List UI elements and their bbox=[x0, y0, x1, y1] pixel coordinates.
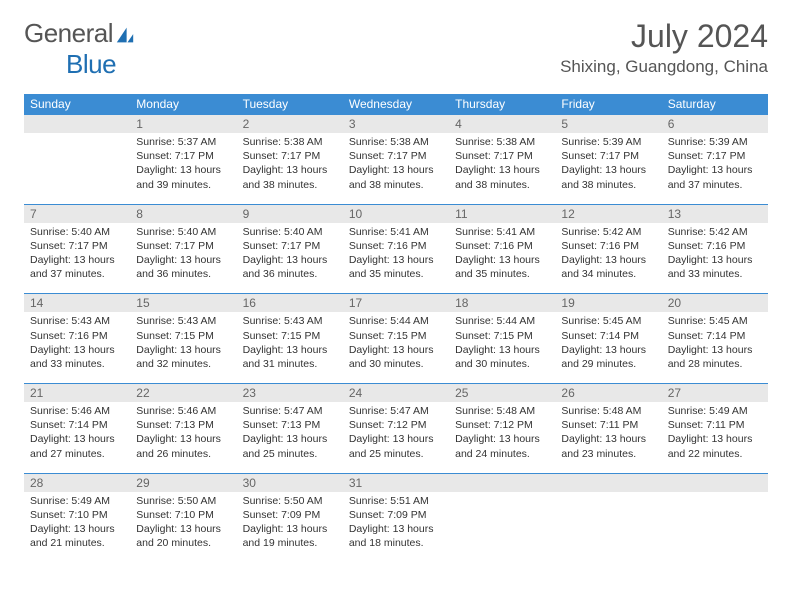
day-content-cell: Sunrise: 5:43 AM Sunset: 7:15 PM Dayligh… bbox=[237, 312, 343, 383]
brand-text-2: Blue bbox=[66, 49, 116, 79]
day-number-cell: 27 bbox=[662, 384, 768, 403]
day-number-cell: 23 bbox=[237, 384, 343, 403]
day-content-cell: Sunrise: 5:39 AM Sunset: 7:17 PM Dayligh… bbox=[662, 133, 768, 204]
day-number-cell: 11 bbox=[449, 204, 555, 223]
day-number-row: 78910111213 bbox=[24, 204, 768, 223]
day-number-cell: 20 bbox=[662, 294, 768, 313]
day-content-cell bbox=[24, 133, 130, 204]
day-content-cell: Sunrise: 5:46 AM Sunset: 7:13 PM Dayligh… bbox=[130, 402, 236, 473]
day-content-cell: Sunrise: 5:42 AM Sunset: 7:16 PM Dayligh… bbox=[555, 223, 661, 294]
day-number-cell bbox=[555, 473, 661, 492]
day-number-cell: 26 bbox=[555, 384, 661, 403]
day-content-cell: Sunrise: 5:51 AM Sunset: 7:09 PM Dayligh… bbox=[343, 492, 449, 563]
day-number-cell: 21 bbox=[24, 384, 130, 403]
day-content-cell: Sunrise: 5:47 AM Sunset: 7:13 PM Dayligh… bbox=[237, 402, 343, 473]
month-title: July 2024 bbox=[560, 18, 768, 55]
day-number-cell: 8 bbox=[130, 204, 236, 223]
day-number-cell: 14 bbox=[24, 294, 130, 313]
day-number-cell: 6 bbox=[662, 115, 768, 134]
weekday-header: Monday bbox=[130, 94, 236, 115]
day-content-cell: Sunrise: 5:40 AM Sunset: 7:17 PM Dayligh… bbox=[237, 223, 343, 294]
day-number-cell: 18 bbox=[449, 294, 555, 313]
day-content-row: Sunrise: 5:43 AM Sunset: 7:16 PM Dayligh… bbox=[24, 312, 768, 383]
day-content-cell: Sunrise: 5:44 AM Sunset: 7:15 PM Dayligh… bbox=[449, 312, 555, 383]
day-content-cell bbox=[662, 492, 768, 563]
day-content-cell: Sunrise: 5:49 AM Sunset: 7:10 PM Dayligh… bbox=[24, 492, 130, 563]
day-number-cell bbox=[662, 473, 768, 492]
day-number-cell: 1 bbox=[130, 115, 236, 134]
day-number-cell: 9 bbox=[237, 204, 343, 223]
day-content-cell: Sunrise: 5:47 AM Sunset: 7:12 PM Dayligh… bbox=[343, 402, 449, 473]
day-content-cell: Sunrise: 5:45 AM Sunset: 7:14 PM Dayligh… bbox=[662, 312, 768, 383]
day-content-cell: Sunrise: 5:45 AM Sunset: 7:14 PM Dayligh… bbox=[555, 312, 661, 383]
day-content-row: Sunrise: 5:46 AM Sunset: 7:14 PM Dayligh… bbox=[24, 402, 768, 473]
day-number-cell: 13 bbox=[662, 204, 768, 223]
day-number-cell: 16 bbox=[237, 294, 343, 313]
day-content-cell: Sunrise: 5:43 AM Sunset: 7:16 PM Dayligh… bbox=[24, 312, 130, 383]
day-content-row: Sunrise: 5:49 AM Sunset: 7:10 PM Dayligh… bbox=[24, 492, 768, 563]
day-number-cell: 28 bbox=[24, 473, 130, 492]
day-number-cell: 17 bbox=[343, 294, 449, 313]
day-content-row: Sunrise: 5:40 AM Sunset: 7:17 PM Dayligh… bbox=[24, 223, 768, 294]
day-content-cell: Sunrise: 5:50 AM Sunset: 7:10 PM Dayligh… bbox=[130, 492, 236, 563]
day-content-cell: Sunrise: 5:40 AM Sunset: 7:17 PM Dayligh… bbox=[130, 223, 236, 294]
day-content-cell bbox=[555, 492, 661, 563]
day-number-row: 28293031 bbox=[24, 473, 768, 492]
brand-logo: GeneralBlue bbox=[24, 18, 136, 80]
day-content-cell: Sunrise: 5:41 AM Sunset: 7:16 PM Dayligh… bbox=[343, 223, 449, 294]
day-number-cell: 19 bbox=[555, 294, 661, 313]
day-number-row: 123456 bbox=[24, 115, 768, 134]
day-content-cell: Sunrise: 5:44 AM Sunset: 7:15 PM Dayligh… bbox=[343, 312, 449, 383]
calendar-table: Sunday Monday Tuesday Wednesday Thursday… bbox=[24, 94, 768, 562]
day-content-cell: Sunrise: 5:38 AM Sunset: 7:17 PM Dayligh… bbox=[449, 133, 555, 204]
day-number-cell: 29 bbox=[130, 473, 236, 492]
day-number-cell: 22 bbox=[130, 384, 236, 403]
sail-icon bbox=[114, 20, 136, 50]
calendar-body: 123456Sunrise: 5:37 AM Sunset: 7:17 PM D… bbox=[24, 115, 768, 563]
day-content-cell: Sunrise: 5:40 AM Sunset: 7:17 PM Dayligh… bbox=[24, 223, 130, 294]
location-text: Shixing, Guangdong, China bbox=[560, 57, 768, 77]
day-number-cell: 4 bbox=[449, 115, 555, 134]
brand-text-1: General bbox=[24, 18, 113, 48]
day-number-cell: 15 bbox=[130, 294, 236, 313]
day-number-cell bbox=[449, 473, 555, 492]
day-content-cell: Sunrise: 5:42 AM Sunset: 7:16 PM Dayligh… bbox=[662, 223, 768, 294]
day-number-cell bbox=[24, 115, 130, 134]
weekday-header: Thursday bbox=[449, 94, 555, 115]
page-header: GeneralBlue July 2024 Shixing, Guangdong… bbox=[24, 18, 768, 80]
day-number-cell: 24 bbox=[343, 384, 449, 403]
day-content-cell: Sunrise: 5:41 AM Sunset: 7:16 PM Dayligh… bbox=[449, 223, 555, 294]
weekday-header: Wednesday bbox=[343, 94, 449, 115]
day-number-cell: 31 bbox=[343, 473, 449, 492]
day-content-row: Sunrise: 5:37 AM Sunset: 7:17 PM Dayligh… bbox=[24, 133, 768, 204]
day-number-cell: 2 bbox=[237, 115, 343, 134]
weekday-header-row: Sunday Monday Tuesday Wednesday Thursday… bbox=[24, 94, 768, 115]
day-number-cell: 30 bbox=[237, 473, 343, 492]
day-number-cell: 7 bbox=[24, 204, 130, 223]
day-number-cell: 12 bbox=[555, 204, 661, 223]
weekday-header: Sunday bbox=[24, 94, 130, 115]
day-number-row: 21222324252627 bbox=[24, 384, 768, 403]
day-number-cell: 10 bbox=[343, 204, 449, 223]
day-content-cell: Sunrise: 5:48 AM Sunset: 7:11 PM Dayligh… bbox=[555, 402, 661, 473]
day-number-cell: 3 bbox=[343, 115, 449, 134]
day-number-cell: 25 bbox=[449, 384, 555, 403]
day-number-cell: 5 bbox=[555, 115, 661, 134]
weekday-header: Tuesday bbox=[237, 94, 343, 115]
weekday-header: Saturday bbox=[662, 94, 768, 115]
day-content-cell bbox=[449, 492, 555, 563]
day-content-cell: Sunrise: 5:37 AM Sunset: 7:17 PM Dayligh… bbox=[130, 133, 236, 204]
day-content-cell: Sunrise: 5:49 AM Sunset: 7:11 PM Dayligh… bbox=[662, 402, 768, 473]
weekday-header: Friday bbox=[555, 94, 661, 115]
day-content-cell: Sunrise: 5:46 AM Sunset: 7:14 PM Dayligh… bbox=[24, 402, 130, 473]
day-content-cell: Sunrise: 5:38 AM Sunset: 7:17 PM Dayligh… bbox=[237, 133, 343, 204]
day-number-row: 14151617181920 bbox=[24, 294, 768, 313]
title-block: July 2024 Shixing, Guangdong, China bbox=[560, 18, 768, 77]
day-content-cell: Sunrise: 5:38 AM Sunset: 7:17 PM Dayligh… bbox=[343, 133, 449, 204]
day-content-cell: Sunrise: 5:43 AM Sunset: 7:15 PM Dayligh… bbox=[130, 312, 236, 383]
day-content-cell: Sunrise: 5:48 AM Sunset: 7:12 PM Dayligh… bbox=[449, 402, 555, 473]
day-content-cell: Sunrise: 5:39 AM Sunset: 7:17 PM Dayligh… bbox=[555, 133, 661, 204]
day-content-cell: Sunrise: 5:50 AM Sunset: 7:09 PM Dayligh… bbox=[237, 492, 343, 563]
